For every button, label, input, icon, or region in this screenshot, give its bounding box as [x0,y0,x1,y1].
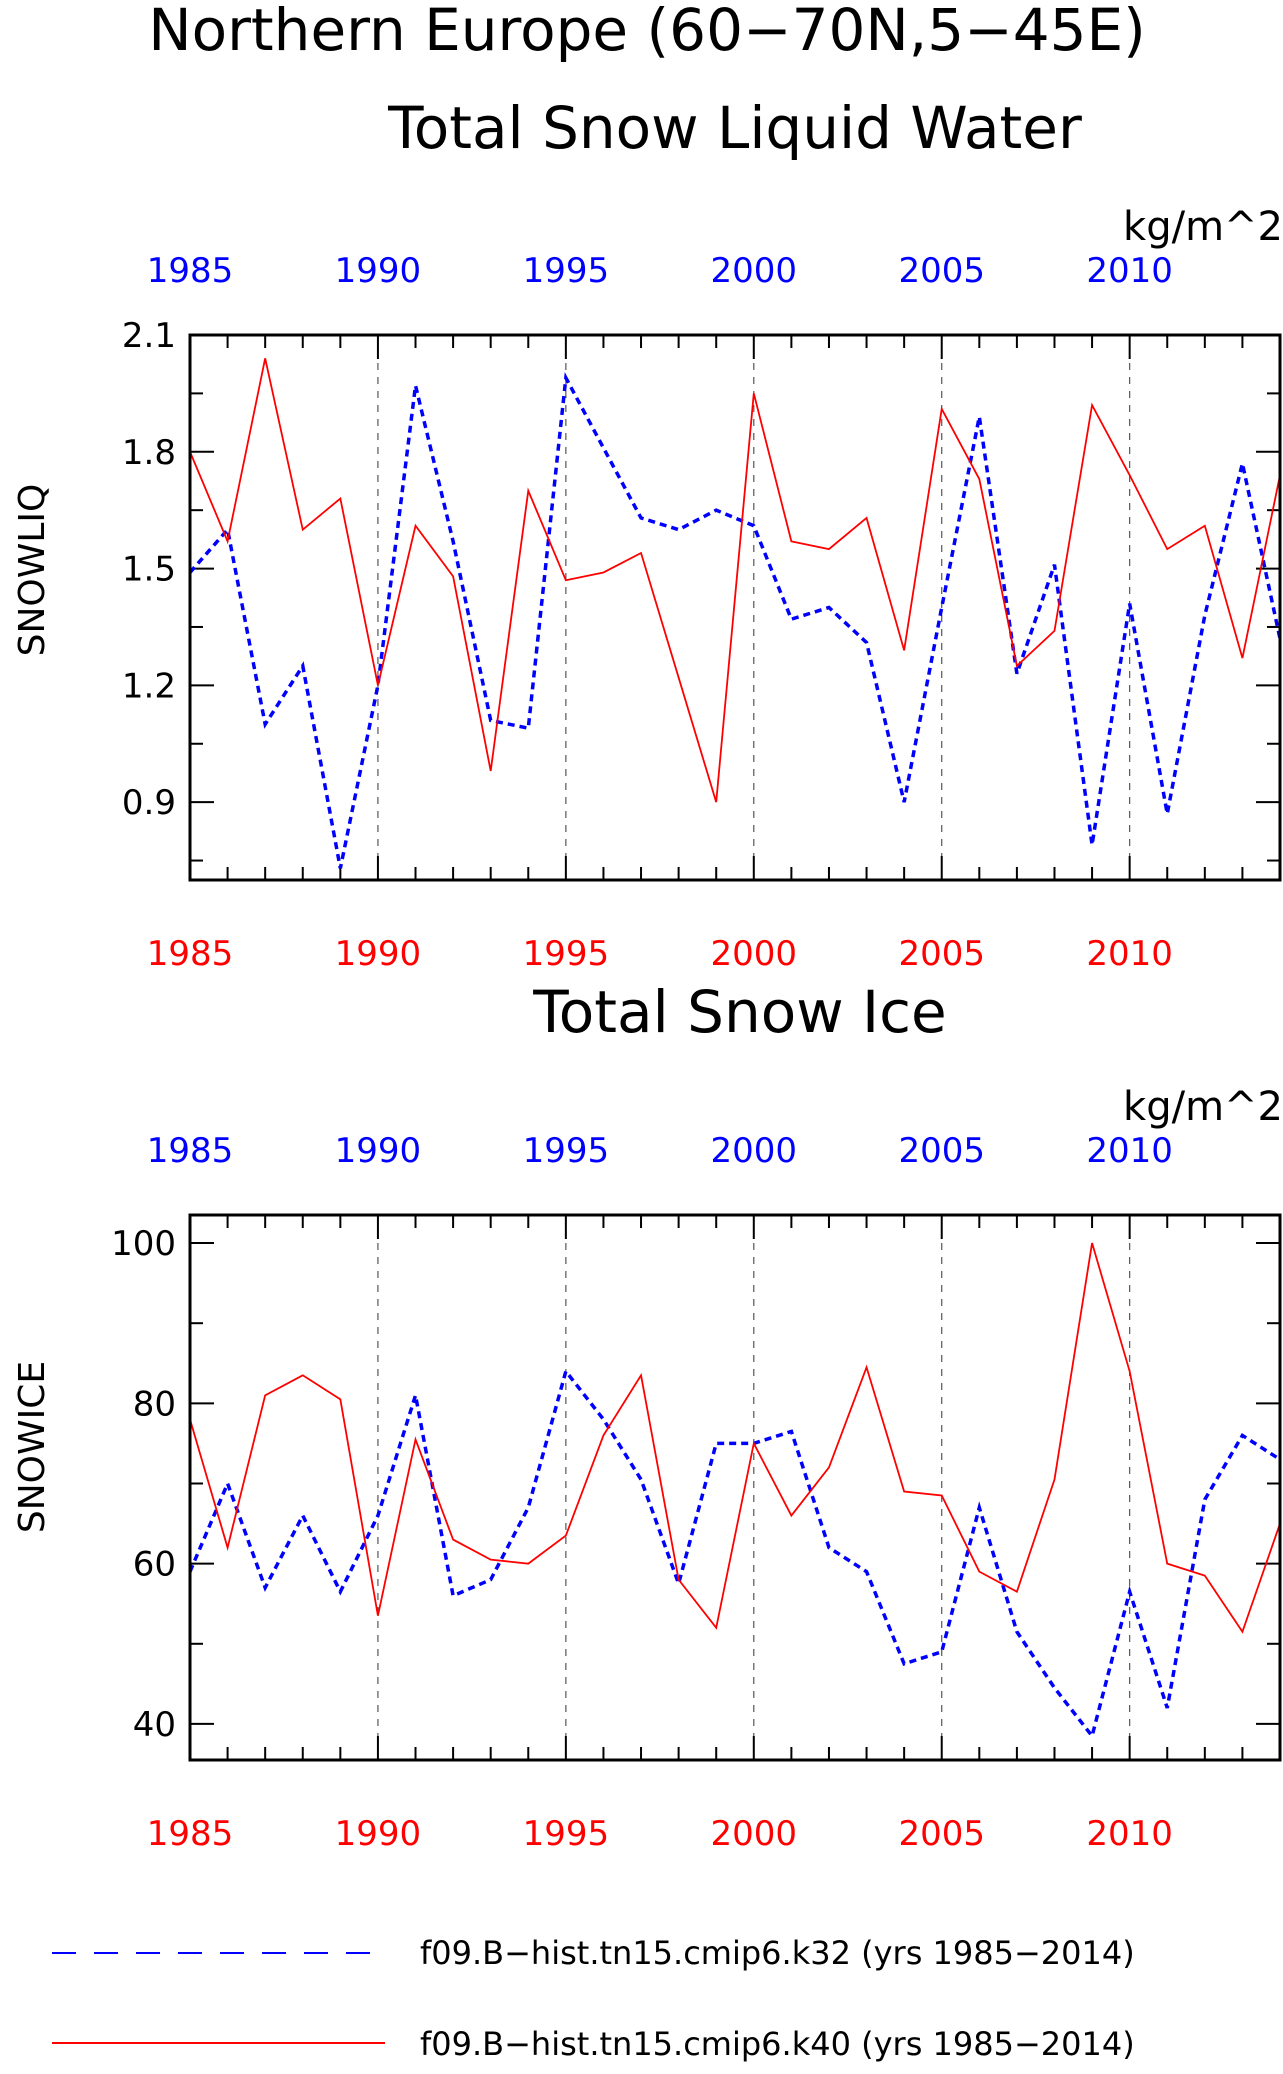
panel2-plot: 40 60 80 100 1985 1985 1990 1990 1995 1995 2000 200… [111,1131,1282,1854]
panel2-units: kg/m^2 [1123,1084,1283,1130]
x-tick-label-top: 1995 [523,1131,610,1171]
legend-label-k32: f09.B−hist.tn15.cmip6.k32 (yrs 1985−2014… [420,1934,1135,1972]
x-tick-label-bottom: 1990 [335,934,422,974]
y-tick-label: 0.9 [122,783,176,823]
x-tick-label-bottom: 1995 [523,1814,610,1854]
x-tick-label-top: 2000 [711,251,798,291]
x-tick-label-bottom: 2010 [1086,934,1173,974]
y-tick-label: 1.8 [122,433,176,473]
x-tick-label-top: 2010 [1086,1131,1173,1171]
series-line-k40 [189,358,1281,803]
legend-label-k40: f09.B−hist.tn15.cmip6.k40 (yrs 1985−2014… [420,2025,1135,2063]
x-tick-label-bottom: 1985 [147,1814,234,1854]
y-tick-label: 80 [133,1384,176,1424]
x-tick-label-bottom: 1990 [335,1814,422,1854]
y-tick-label: 100 [111,1224,176,1264]
x-tick-label-top: 2000 [711,1131,798,1171]
y-tick-label: 40 [133,1705,176,1745]
x-tick-label-bottom: 1995 [523,934,610,974]
series-line-k32 [188,372,1282,869]
x-tick-label-top: 1985 [147,251,234,291]
x-tick-label-bottom: 1985 [147,934,234,974]
panel1-units: kg/m^2 [1123,204,1283,250]
y-tick-label: 1.5 [122,550,176,590]
x-tick-label-top: 2005 [898,251,985,291]
x-tick-label-top: 1990 [335,251,422,291]
panel1-plot: 0.9 1.2 1.5 1.8 2.1 1985 1985 1990 1990 1995 1995 2… [122,251,1282,974]
y-tick-label: 2.1 [122,316,176,356]
x-tick-label-bottom: 2000 [711,934,798,974]
panel2-title: Total Snow Ice [532,978,947,1046]
x-tick-label-top: 2010 [1086,251,1173,291]
x-tick-label-bottom: 2010 [1086,1814,1173,1854]
figure-title: Northern Europe (60−70N,5−45E) [148,0,1146,64]
panel1-ylabel: SNOWLIQ [12,484,53,657]
x-tick-label-top: 1985 [147,1131,234,1171]
x-tick-label-top: 2005 [898,1131,985,1171]
plot-frame [188,1213,1282,1762]
x-tick-label-bottom: 2005 [898,1814,985,1854]
series-line-k32 [188,1367,1281,1740]
y-tick-label: 1.2 [122,666,176,706]
panel1-title: Total Snow Liquid Water [387,94,1082,162]
plot-frame [188,333,1282,882]
legend: f09.B−hist.tn15.cmip6.k32 (yrs 1985−2014… [52,1934,1135,2063]
x-tick-label-bottom: 2000 [711,1814,798,1854]
x-tick-label-top: 1990 [335,1131,422,1171]
x-tick-label-bottom: 2005 [898,934,985,974]
series-line-k40 [189,1242,1281,1634]
x-tick-label-top: 1995 [523,251,610,291]
panel2-ylabel: SNOWICE [12,1361,53,1533]
y-tick-label: 60 [133,1545,176,1585]
